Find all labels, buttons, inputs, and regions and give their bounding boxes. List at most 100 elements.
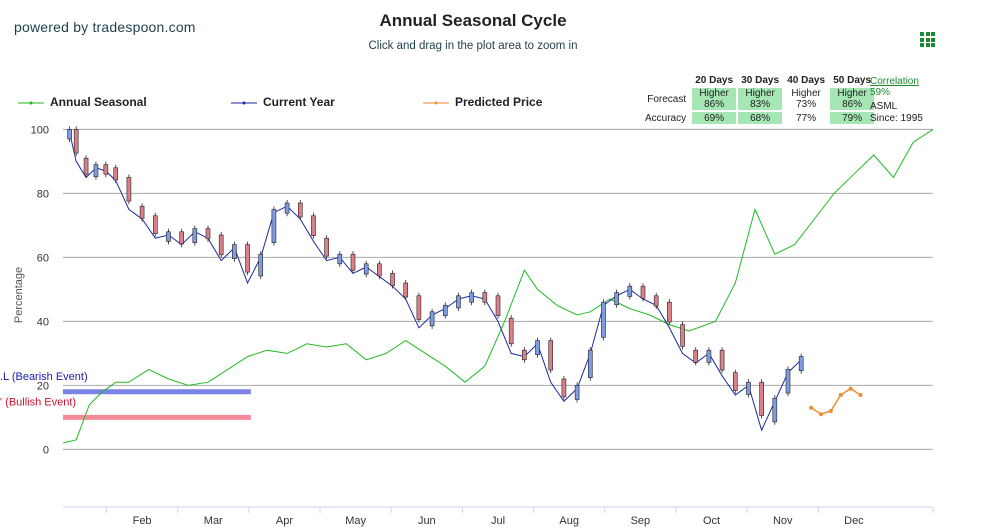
candle-body — [680, 324, 685, 347]
accuracy-cell: 77% — [796, 112, 817, 124]
candle-body — [350, 253, 356, 271]
col-header: 40 Days — [787, 75, 826, 86]
col-header: 20 Days — [695, 75, 734, 86]
candle-body — [759, 381, 764, 416]
candle-body — [67, 129, 72, 140]
forecast-cell: Higher 73% — [791, 88, 821, 110]
candle-body — [73, 129, 79, 154]
candle-body — [469, 292, 474, 303]
col-header: 30 Days — [741, 75, 780, 86]
candle-body — [311, 215, 316, 236]
forecast-cell: Higher 83% — [738, 88, 783, 110]
candle-body — [653, 295, 659, 307]
series-line — [810, 387, 861, 416]
x-tick-label: Mar — [204, 515, 223, 527]
candle-body — [205, 228, 211, 240]
ticker-block: ASML Since: 1995 — [870, 101, 923, 124]
candle-body — [152, 215, 158, 235]
candle-body — [245, 244, 250, 273]
legend-line-icon — [231, 101, 257, 105]
y-tick-label: 80 — [37, 188, 49, 200]
candle-body — [482, 292, 488, 303]
candle-body — [785, 369, 791, 394]
candle-body — [442, 305, 448, 316]
powered-by-label: powered by tradespoon.com — [14, 19, 196, 35]
accuracy-row-label: Accuracy — [645, 112, 687, 124]
x-tick-label: Jun — [418, 515, 436, 527]
legend-item-annual-seasonal[interactable]: Annual Seasonal — [18, 95, 147, 109]
predicted-point — [838, 393, 843, 397]
candle-body — [522, 349, 527, 361]
legend-line-icon — [18, 101, 44, 105]
y-tick-label: 0 — [43, 444, 49, 456]
legend-label: Current Year — [263, 95, 335, 109]
candle-body — [403, 282, 409, 298]
chart-menu-icon[interactable] — [920, 32, 935, 47]
x-tick-label: Sep — [631, 515, 651, 527]
x-tick-label: Jul — [491, 515, 505, 527]
candle-body — [548, 340, 554, 371]
candle-body — [693, 349, 699, 363]
candle-body — [772, 397, 778, 423]
candle-body — [627, 285, 633, 297]
accuracy-cell: 69% — [692, 112, 737, 124]
y-tick-label: 100 — [31, 124, 49, 136]
x-tick-label: Nov — [773, 515, 793, 527]
candle-body — [83, 157, 89, 175]
candle-body — [126, 177, 132, 202]
candle-body — [232, 244, 237, 259]
series-line — [69, 132, 802, 432]
candle-body — [706, 349, 712, 363]
candle-body — [297, 202, 303, 218]
candle-body — [271, 209, 277, 243]
candle-body — [614, 292, 619, 306]
accuracy-cell: 79% — [830, 112, 875, 124]
candle-body — [363, 263, 369, 275]
candle-body — [166, 231, 171, 242]
legend-label: Predicted Price — [455, 95, 543, 109]
forecast-table: 20 Days 30 Days 40 Days 50 Days Forecast… — [641, 73, 876, 126]
y-tick-label: 60 — [37, 252, 49, 264]
ticker-symbol: ASML — [870, 101, 898, 112]
forecast-cell: Higher 86% — [692, 88, 737, 110]
candle-body — [284, 202, 290, 214]
x-tick-label: Apr — [276, 515, 293, 527]
correlation-link[interactable]: Correlation — [870, 76, 919, 87]
legend-label: Annual Seasonal — [50, 95, 147, 109]
ticker-since: Since: 1995 — [870, 112, 923, 124]
col-header: 50 Days — [833, 75, 872, 86]
candle-body — [113, 167, 119, 181]
x-tick-label: Feb — [133, 515, 152, 527]
candle-body — [103, 164, 109, 175]
correlation-value: 59% — [870, 87, 891, 98]
candle-body — [508, 317, 514, 345]
legend-item-current-year[interactable]: Current Year — [231, 95, 335, 109]
candle-body — [456, 295, 461, 309]
candle-body — [337, 253, 343, 265]
legend-line-icon — [423, 101, 449, 105]
candle-body — [535, 340, 540, 355]
candle-body — [587, 349, 593, 379]
candle-body — [495, 295, 501, 316]
y-axis-label: Percentage — [13, 267, 25, 323]
accuracy-cell: 68% — [738, 112, 783, 124]
predicted-point — [848, 386, 853, 391]
candle-body — [258, 253, 264, 277]
chart-subtitle: Click and drag in the plot area to zoom … — [368, 40, 578, 52]
predicted-point — [828, 409, 833, 413]
forecast-cell: Higher 86% — [830, 88, 875, 110]
x-tick-label: Dec — [844, 515, 864, 527]
candle-body — [93, 164, 99, 178]
candle-body — [192, 228, 198, 243]
chart-title: Annual Seasonal Cycle — [379, 11, 567, 30]
candle-body — [416, 295, 422, 320]
x-tick-label: Oct — [703, 515, 720, 527]
legend-item-predicted-price[interactable]: Predicted Price — [423, 95, 542, 109]
candle-body — [601, 301, 606, 338]
event-band-label: .L (Bearish Event) — [0, 371, 88, 383]
predicted-point — [858, 393, 863, 397]
candle-body — [377, 263, 382, 277]
series-line — [62, 128, 934, 444]
correlation-block: Correlation 59% — [870, 76, 919, 98]
